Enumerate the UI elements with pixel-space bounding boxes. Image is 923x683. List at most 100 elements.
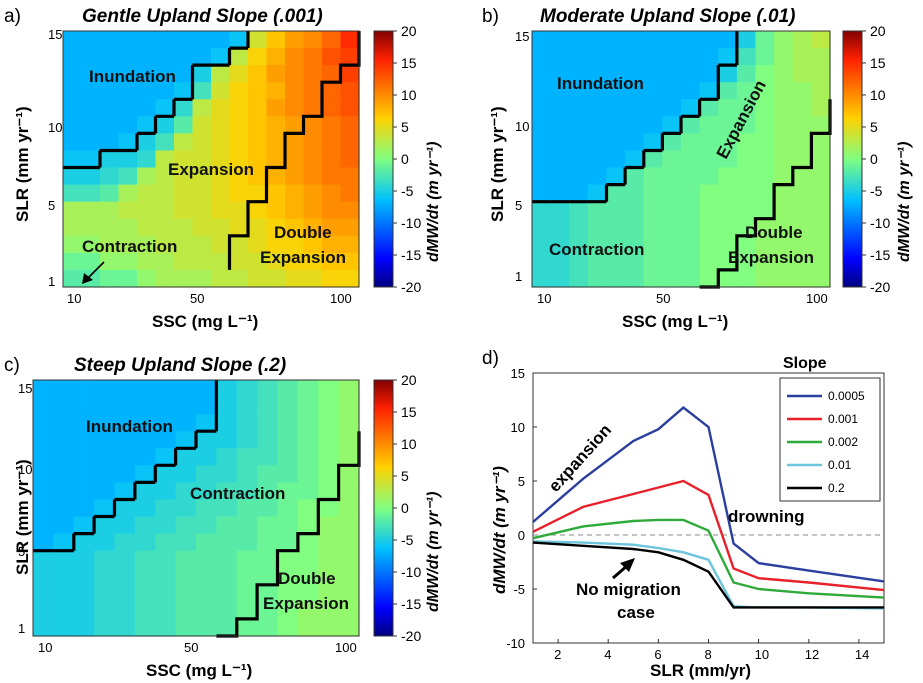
heatmap-cell <box>532 252 552 271</box>
heatmap-cell <box>73 448 95 466</box>
heatmap-cell <box>338 618 360 637</box>
panel-b-ylabel: SLR (mm yr⁻¹) <box>488 106 507 222</box>
heatmap-cell <box>587 99 608 117</box>
heatmap-cell <box>174 65 194 83</box>
heatmap-cell <box>174 116 194 134</box>
heatmap-cell <box>792 167 812 186</box>
heatmap-cell <box>114 584 136 603</box>
x-tick-label: 50 <box>656 291 670 306</box>
heatmap-cell <box>736 82 757 100</box>
panel-a-title: Gentle Upland Slope (.001) <box>82 6 323 27</box>
panel-d-ylabel: dMW/dt (m yr⁻¹) <box>490 466 509 594</box>
heatmap-cell <box>236 414 258 432</box>
heatmap-cell <box>550 269 570 288</box>
heatmap-cell <box>174 218 194 237</box>
heatmap-cell <box>550 235 570 254</box>
heatmap-cell <box>699 150 719 169</box>
heatmap-cell <box>681 235 701 254</box>
heatmap-cell <box>569 201 589 220</box>
heatmap-cell <box>73 414 95 432</box>
colorbar-a-ticks: 20 15 10 5 0 -5 -10 -15 -20 <box>393 23 421 295</box>
heatmap-cell <box>755 48 775 66</box>
heatmap-cell <box>216 448 238 466</box>
annotation-drowning: drowning <box>728 507 804 526</box>
heatmap-cell <box>175 584 197 603</box>
heatmap-cell <box>73 465 95 483</box>
heatmap-cell <box>137 116 157 134</box>
heatmap-cell <box>137 184 157 203</box>
y-tick-label: 5 <box>515 198 522 213</box>
heatmap-cell <box>587 252 608 271</box>
x-tick-label: 10 <box>537 291 551 306</box>
heatmap-cell <box>322 235 342 254</box>
heatmap-cell <box>550 116 570 134</box>
x-tick-label: 14 <box>855 647 869 662</box>
heatmap-cell <box>774 133 794 152</box>
panel-b-frame <box>531 30 831 288</box>
heatmap-cell <box>303 65 323 83</box>
heatmap-cell <box>662 116 682 134</box>
heatmap-cell <box>118 133 138 152</box>
colorbar-b-ticks: 20 15 10 5 0 -5 -10 -15 -20 <box>862 23 890 295</box>
heatmap-cell <box>774 48 794 66</box>
heatmap-cell <box>643 218 663 237</box>
heatmap-cell <box>297 516 319 535</box>
heatmap-cell <box>811 235 831 254</box>
panel-c-ylabel: SLR (mm yr⁻¹) <box>13 459 32 575</box>
panel-label-d: d) <box>482 348 499 369</box>
annotation-no-migration: No migration <box>576 580 681 599</box>
heatmap-cell <box>699 48 719 66</box>
heatmap-cell <box>338 414 360 432</box>
heatmap-cell <box>137 82 157 100</box>
colorbar-tick-label: 10 <box>401 87 417 103</box>
panel-label-a: a) <box>4 6 21 27</box>
heatmap-cell <box>755 269 775 288</box>
heatmap-cell <box>569 82 589 100</box>
heatmap-cell <box>211 184 231 203</box>
heatmap-cell <box>699 235 719 254</box>
heatmap-cell <box>297 414 319 432</box>
heatmap-cell <box>134 584 156 603</box>
heatmap-cell <box>134 414 156 432</box>
heatmap-cell <box>137 269 157 288</box>
heatmap-cell <box>625 235 645 254</box>
heatmap-cell <box>134 397 156 415</box>
heatmap-cell <box>792 184 812 203</box>
heatmap-cell <box>175 601 197 620</box>
heatmap-cell <box>318 533 340 552</box>
heatmap-cell <box>587 65 608 83</box>
heatmap-cell <box>550 252 570 271</box>
heatmap-cell <box>248 252 268 271</box>
heatmap-cell <box>318 550 340 569</box>
heatmap-cell <box>175 482 197 501</box>
heatmap-cell <box>216 567 238 586</box>
heatmap-cell <box>277 584 299 603</box>
heatmap-cell <box>774 201 794 220</box>
heatmap-cell <box>155 201 175 220</box>
region-label-contraction: Contraction <box>549 240 644 259</box>
heatmap-cell <box>118 167 138 186</box>
heatmap-cell <box>340 150 360 169</box>
heatmap-cell <box>736 218 757 237</box>
heatmap-cell <box>811 48 831 66</box>
heatmap-cell <box>114 601 136 620</box>
colorbar-tick-label: 20 <box>401 372 417 388</box>
heatmap-cell <box>118 235 138 254</box>
heatmap-cell <box>192 99 212 117</box>
heatmap-cell <box>297 465 319 483</box>
heatmap-cell <box>297 618 319 637</box>
heatmap-cell <box>736 31 757 49</box>
heatmap-cell <box>266 150 286 169</box>
heatmap-cell <box>257 601 279 620</box>
heatmap-cell <box>236 397 258 415</box>
heatmap-cell <box>681 82 701 100</box>
heatmap-cell <box>625 99 645 117</box>
heatmap-cell <box>248 31 268 49</box>
heatmap-cell <box>792 116 812 134</box>
heatmap-cell <box>625 252 645 271</box>
heatmap-cell <box>322 150 342 169</box>
heatmap-cell <box>811 116 831 134</box>
x-tick-label: 100 <box>335 640 357 655</box>
x-tick-label: 6 <box>654 647 661 662</box>
y-tick-label: 10 <box>48 120 62 135</box>
